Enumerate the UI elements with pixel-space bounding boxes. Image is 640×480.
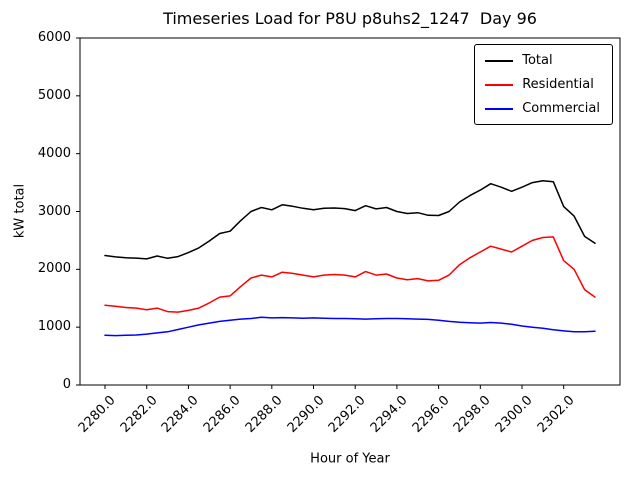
legend-item-commercial: Commercial xyxy=(485,100,600,117)
y-tick-label: 4000 xyxy=(37,145,71,161)
legend-item-residential: Residential xyxy=(485,76,600,93)
series-line-total xyxy=(104,180,596,260)
legend-label-commercial: Commercial xyxy=(522,101,600,116)
legend-line-total-icon xyxy=(485,59,514,62)
y-tick-label: 1000 xyxy=(37,319,71,335)
y-tick-label: 3000 xyxy=(37,203,71,219)
x-axis-label: Hour of Year xyxy=(310,451,390,467)
legend-label-residential: Residential xyxy=(522,77,594,92)
y-tick-label: 2000 xyxy=(37,261,71,277)
legend-label-total: Total xyxy=(522,53,553,68)
y-tick-label: 0 xyxy=(62,377,71,392)
y-tick-label: 6000 xyxy=(37,30,71,45)
series-line-commercial xyxy=(104,316,596,337)
series-line-residential xyxy=(104,236,596,313)
legend-line-residential-icon xyxy=(485,83,514,86)
chart-title: Timeseries Load for P8U p8uhs2_1247 Day … xyxy=(163,9,537,28)
y-tick-label: 5000 xyxy=(37,87,71,103)
legend: Total Residential Commercial xyxy=(474,44,613,125)
legend-line-commercial-icon xyxy=(485,107,514,110)
legend-item-total: Total xyxy=(485,52,600,69)
